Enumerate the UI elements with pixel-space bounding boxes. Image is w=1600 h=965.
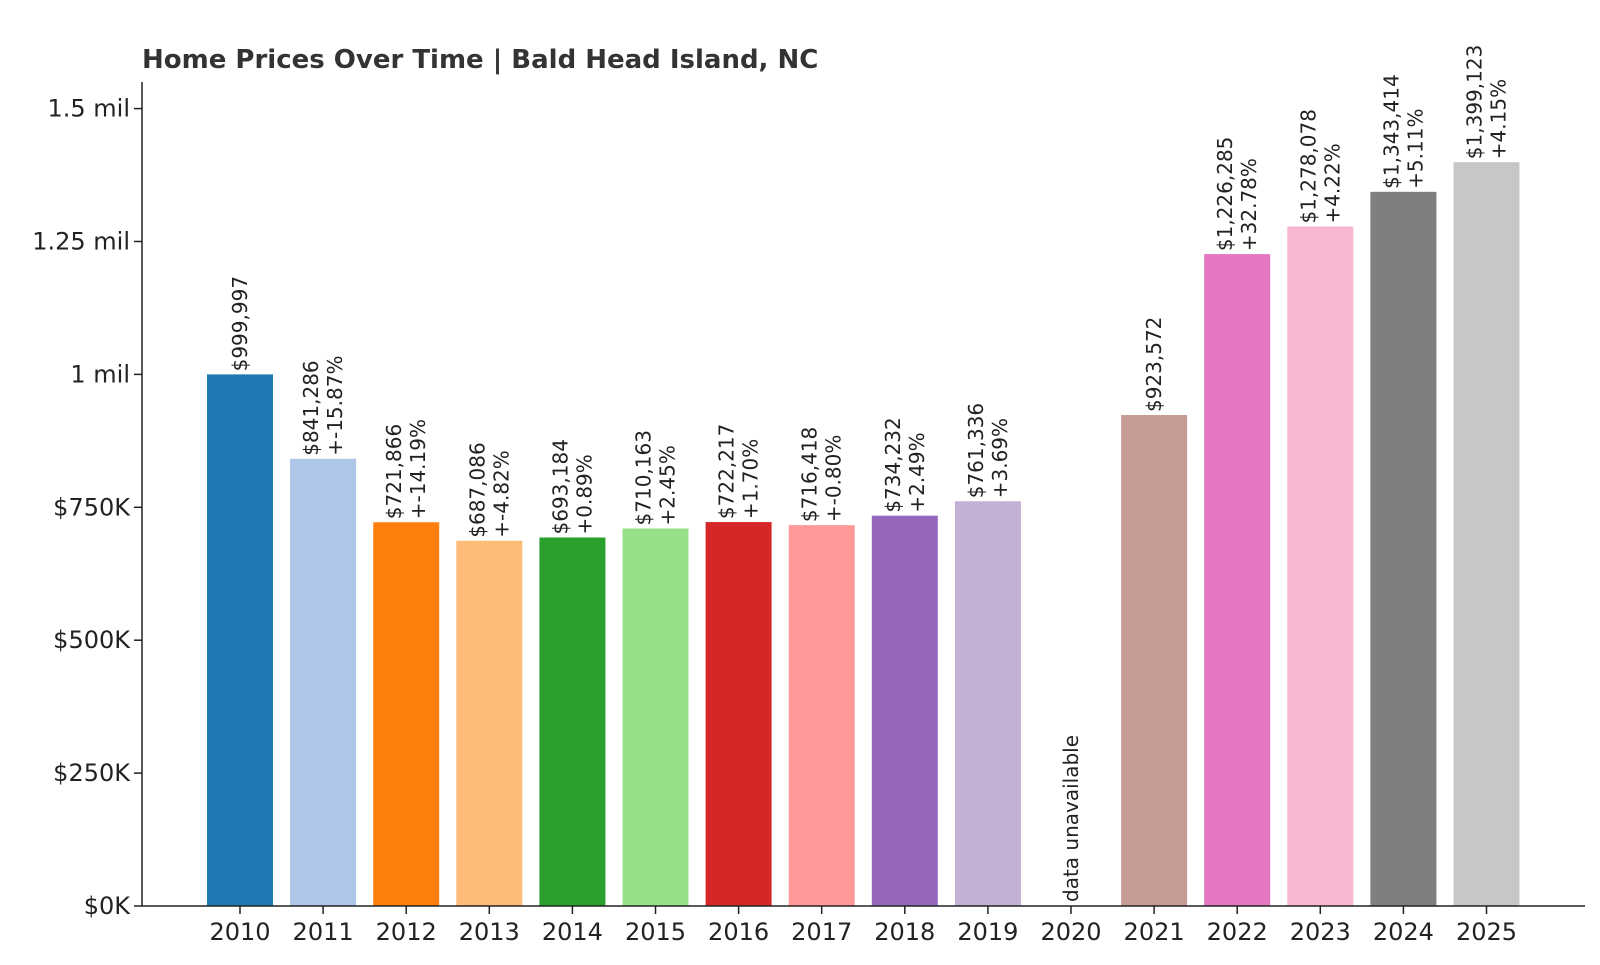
- x-tick-label: 2019: [957, 918, 1018, 946]
- bar: [954, 501, 1021, 906]
- change-label: +-4.82%: [489, 450, 513, 538]
- value-label: $734,232: [881, 417, 905, 512]
- x-tick-label: 2015: [625, 918, 686, 946]
- x-tick-label: 2016: [708, 918, 769, 946]
- value-label: $841,286: [299, 360, 323, 455]
- bar: [539, 537, 606, 906]
- change-label: +-0.80%: [822, 435, 846, 523]
- value-label: $923,572: [1142, 317, 1166, 412]
- y-tick-label: $750K: [53, 493, 131, 521]
- x-tick-label: 2022: [1207, 918, 1268, 946]
- value-label: $761,336: [964, 403, 988, 498]
- value-label: $1,226,285: [1213, 137, 1237, 252]
- change-label: +2.45%: [656, 445, 680, 525]
- bar: [373, 522, 440, 906]
- bar: [207, 374, 273, 907]
- value-label: $1,399,123: [1463, 45, 1487, 160]
- change-label: +32.78%: [1237, 158, 1261, 251]
- change-label: +4.15%: [1487, 79, 1511, 159]
- y-tick-label: $500K: [53, 626, 131, 654]
- x-tick-label: 2013: [459, 918, 520, 946]
- data-labels-group: $999,997 $841,286 +-15.87% $721,866 +-14.19%…: [228, 45, 1511, 902]
- x-tick-label: 2017: [791, 918, 852, 946]
- x-tick-label: 2010: [209, 918, 270, 946]
- value-label: $687,086: [465, 442, 489, 537]
- change-label: +4.22%: [1320, 143, 1344, 223]
- bar: [1287, 226, 1354, 906]
- bar: [622, 528, 689, 906]
- y-axis: $0K $250K $500K $750K 1 mil 1.25 mil 1.5 mil: [32, 82, 143, 920]
- x-tick-label: 2025: [1456, 918, 1517, 946]
- value-label: $693,184: [548, 439, 572, 534]
- x-tick-label: 2018: [874, 918, 935, 946]
- bar: [1453, 162, 1520, 907]
- change-label: +0.89%: [572, 454, 596, 534]
- x-tick-label: 2012: [376, 918, 437, 946]
- bar: [1121, 415, 1188, 906]
- y-tick-label: $0K: [84, 892, 132, 920]
- missing-data-label: data unavailable: [1059, 735, 1083, 902]
- value-label: $999,997: [228, 276, 252, 371]
- y-tick-label: 1 mil: [70, 360, 130, 388]
- bar: [871, 515, 938, 906]
- x-tick-label: 2011: [293, 918, 354, 946]
- bars-group: [207, 162, 1520, 907]
- x-tick-label: 2014: [542, 918, 603, 946]
- value-label: $1,278,078: [1296, 109, 1320, 224]
- x-axis: 2010 2011 2012 2013 2014 2015 2016 2017 2018 2019…: [142, 905, 1585, 946]
- x-tick-label: 2023: [1290, 918, 1351, 946]
- bar: [456, 540, 523, 906]
- change-label: +-14.19%: [406, 419, 430, 519]
- x-tick-label: 2020: [1040, 918, 1101, 946]
- value-label: $722,217: [715, 424, 739, 519]
- y-tick-label: 1.5 mil: [47, 95, 130, 123]
- change-label: +5.11%: [1403, 109, 1427, 189]
- bar: [788, 525, 855, 906]
- bar: [705, 522, 772, 906]
- value-label: $710,163: [632, 430, 656, 525]
- value-label: $716,418: [798, 427, 822, 522]
- change-label: +2.49%: [905, 432, 929, 512]
- chart-title: Home Prices Over Time | Bald Head Island…: [142, 45, 818, 75]
- bar: [1370, 191, 1437, 906]
- y-tick-label: $250K: [53, 759, 131, 787]
- value-label: $1,343,414: [1379, 74, 1403, 189]
- change-label: +3.69%: [988, 418, 1012, 498]
- change-label: +-15.87%: [323, 356, 347, 456]
- value-label: $721,866: [382, 424, 406, 519]
- y-tick-label: 1.25 mil: [32, 227, 130, 255]
- bar: [1204, 254, 1271, 906]
- bar: [290, 458, 357, 906]
- x-tick-label: 2024: [1373, 918, 1434, 946]
- x-tick-label: 2021: [1124, 918, 1185, 946]
- change-label: +1.70%: [739, 439, 763, 519]
